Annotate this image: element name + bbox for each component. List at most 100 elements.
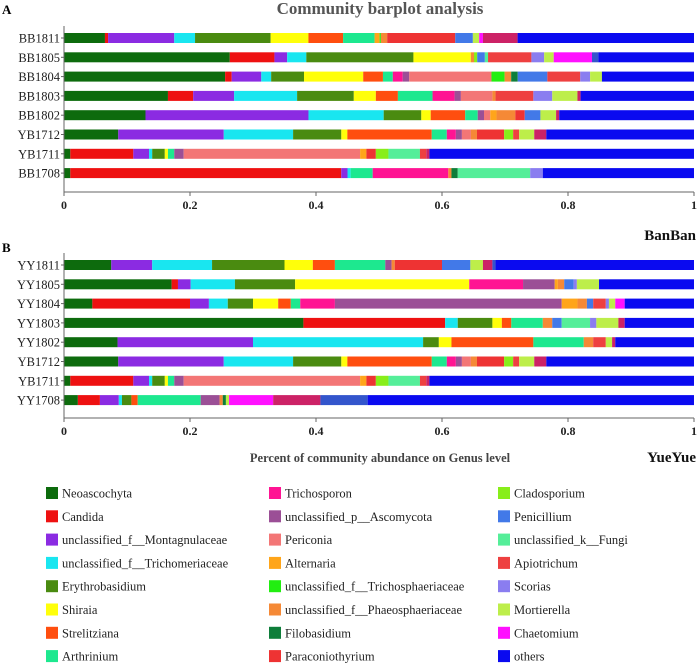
bar-segment-YY1805-unclassified-p-ascomycota [523, 279, 555, 290]
legend-label: Trichosporon [285, 487, 353, 501]
legend-swatch-chaetomium [498, 626, 510, 639]
x-tick-label: 0 [61, 198, 67, 212]
bar-segment-BB1803-shiraia [353, 90, 376, 101]
panel-letter-A: A [2, 2, 12, 17]
legend-label: unclassified_f__Montagnulaceae [62, 533, 228, 547]
bar-segment-BB1802-strelitziana [430, 110, 466, 121]
legend-label: unclassified_p__Ascomycota [285, 510, 433, 524]
bar-segment-BB1804-unclassified-f-montagnulaceae [231, 71, 262, 82]
bar-segment-YY1805-unclassified-f-phaeosphaeriaceae [557, 279, 565, 290]
bar-segment-YY1802-others [615, 337, 694, 348]
bar-segment-YY1811-mortierella [470, 260, 483, 270]
bar-segment-BB1804-erythrobasidium [271, 71, 305, 82]
bar-segment-BB1803-periconia [460, 90, 493, 101]
bar-segment-YB1711-candida [70, 375, 134, 386]
bar-segment-YY1708-others [367, 395, 694, 406]
bar-segment-YY1708-chaetomium [229, 395, 274, 406]
bar-segment-YB1712-shiraia [341, 356, 348, 367]
bar-segment-BB1804-arthrinium [382, 71, 393, 82]
legend-label: Mortierella [514, 603, 571, 617]
bar-segment-YB1711-unclassified-p-ascomycota [174, 375, 184, 386]
legend-swatch-erythrobasidium [46, 580, 58, 593]
bar-segment-BB1811-strelitziana [308, 33, 344, 43]
bar-segment-BB1803-others [580, 90, 694, 101]
legend-label: unclassified_f__Trichomeriaceae [62, 556, 229, 570]
x-tick-label: 0 [61, 424, 67, 438]
bar-segment-YY1804-others [624, 298, 694, 309]
panel-letter-B: B [2, 240, 11, 255]
bar-segment-BB1805-unclassified-f-phaeosphaeriaceae [470, 52, 475, 63]
bar-segment-BB1802-unclassified-f-montagnulaceae [145, 110, 309, 121]
bar-segment-YB1711-erythrobasidium [152, 148, 165, 159]
bar-segment-BB1803-arthrinium [397, 90, 433, 101]
bar-segment-YY1811-unclassified-p-ascomycota [385, 260, 392, 270]
bar-segment-BB1804-scorias [580, 71, 591, 82]
bar-segment-YY1708-neoascochyta [64, 395, 78, 406]
x-tick-label: 0.4 [309, 198, 324, 212]
bar-segment-BB1811-unclassified-f-montagnulaceae [108, 33, 175, 43]
bar-segment-YB1712-arthrinium [431, 129, 447, 140]
bar-segment-BB1803-mortierella [552, 90, 578, 101]
bar-segment-BB1805-unclassified-b [591, 52, 599, 63]
bar-segment-YY1811-unclassified-f-montagnulaceae [111, 260, 153, 270]
bar-segment-BB1811-shiraia [270, 33, 309, 43]
bar-segment-BB1802-mortierella [540, 110, 557, 121]
bar-segment-BB1811-unclassified-f-phaeosphaeriaceae [380, 33, 388, 43]
bar-segment-BB1803-unclassified-f-trichomeriaceae [234, 90, 298, 101]
bar-segment-YB1712-cladosporium [504, 129, 514, 140]
x-tick-label: 1 [691, 198, 697, 212]
bar-segment-YB1712-others [546, 129, 694, 140]
bar-segment-YB1712-periconia [461, 129, 471, 140]
bar-segment-YY1811-unclassified-f-trichomeriaceae [152, 260, 213, 270]
bar-segment-YY1802-unclassified-f-trichomeriaceae [253, 337, 424, 348]
bar-segment-YB1712-apiotrichum [513, 356, 520, 367]
x-tick-label: 0.8 [561, 424, 576, 438]
legend-swatch-neoascochyta [46, 487, 58, 499]
bar-segment-YY1804-candida [92, 298, 190, 309]
bar-segment-YY1802-mortierella [605, 337, 613, 348]
bar-segment-YY1804-penicillium [586, 298, 594, 309]
bar-segment-YB1711-paraconiothyrium [366, 148, 376, 159]
bar-segment-YB1712-strelitziana [347, 356, 432, 367]
bar-segment-YB1712-periconia [461, 356, 471, 367]
row-label-YB1711: YB1711 [18, 374, 60, 388]
bar-segment-BB1811-unclassified-f-trichosphaeriaceae [379, 33, 381, 43]
bar-segment-BB1803-unclassified-p-ascomycota [454, 90, 461, 101]
bar-segment-YB1711-unclassified-p-ascomycota [174, 148, 184, 159]
bar-segment-YB1711-others [429, 375, 694, 386]
bar-segment-BB1708-unclassified-f-trichomeriaceae [347, 168, 351, 179]
bar-segment-YB1711-unclassified-a [426, 375, 430, 386]
bar-segment-YY1803-unclassified-k-fungi [561, 317, 591, 328]
bar-segment-BB1805-chaetomium [553, 52, 592, 63]
bar-segment-YB1711-shiraia [164, 375, 168, 386]
bar-segment-YY1708-unclassified-f-montagnulaceae [99, 395, 119, 406]
bar-segment-BB1804-candida [225, 71, 232, 82]
bar-segment-YB1712-unclassified-f-montagnulaceae [118, 129, 224, 140]
bar-segment-BB1708-others [542, 168, 694, 179]
bar-segment-BB1802-unclassified-a [556, 110, 560, 121]
bar-segment-BB1805-others [598, 52, 694, 63]
bar-segment-YY1803-others [624, 317, 694, 328]
row-label-YY1708: YY1708 [17, 394, 60, 408]
bar-segment-YY1805-candida [171, 279, 178, 290]
bar-segment-YY1804-alternaria [561, 298, 578, 309]
bar-segment-YB1712-mortierella [519, 129, 535, 140]
bar-segment-BB1708-neoascochyta [64, 168, 71, 179]
bar-segment-YY1802-unclassified-f-montagnulaceae [117, 337, 253, 348]
legend-swatch-unclassified-f-trichomeriaceae [46, 556, 58, 569]
bar-segment-YB1711-unclassified-f-montagnulaceae [133, 148, 150, 159]
row-label-BB1803: BB1803 [18, 89, 60, 103]
bar-segment-YY1811-unclassified-f-phaeosphaeriaceae [391, 260, 395, 270]
legend-swatch-shiraia [46, 603, 58, 616]
bar-segment-BB1708-unclassified-k-fungi [457, 168, 531, 179]
bar-segment-YY1804-unclassified-f-montagnulaceae [190, 298, 209, 309]
bar-segment-BB1802-others [559, 110, 694, 121]
legend-swatch-periconia [269, 533, 281, 546]
bar-segment-BB1802-periconia [484, 110, 491, 121]
bar-segment-BB1802-unclassified-f-trichomeriaceae [308, 110, 384, 121]
bar-segment-YY1802-erythrobasidium [423, 337, 439, 348]
bar-segment-BB1805-penicillium [477, 52, 485, 63]
legend-label: Apiotrichum [514, 556, 578, 570]
chart-title: Community barplot analysis [277, 0, 484, 18]
legend-swatch-candida [46, 510, 58, 523]
